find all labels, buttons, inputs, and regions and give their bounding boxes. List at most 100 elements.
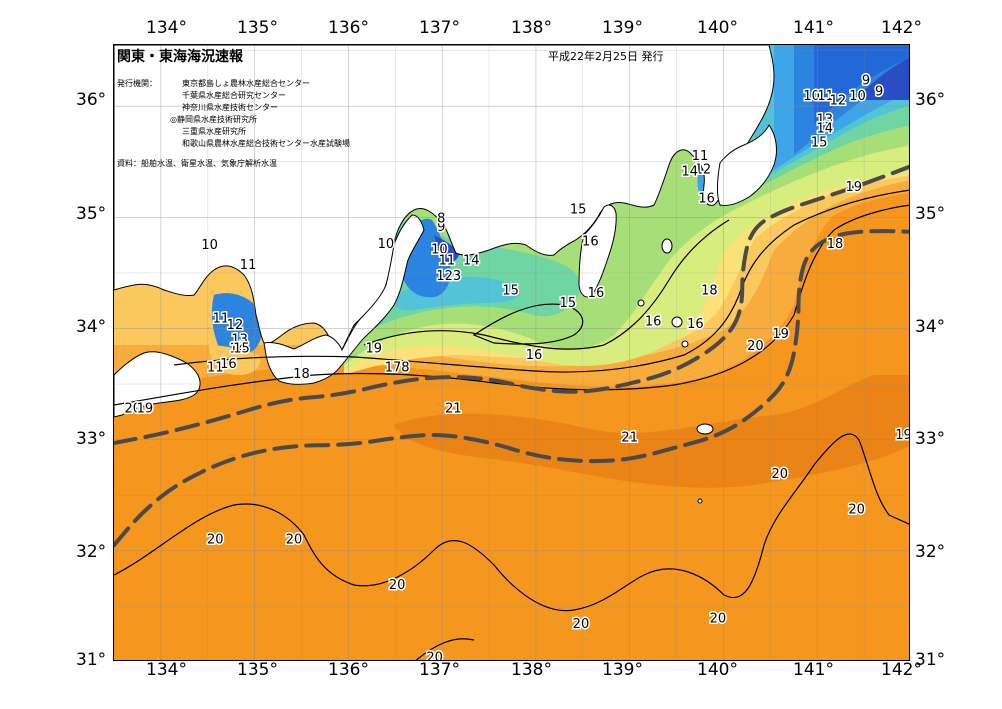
isotherm-label: 21: [445, 401, 462, 416]
isotherm-label: 20: [207, 533, 224, 548]
issue-date: 平成22年2月25日 発行: [548, 50, 664, 63]
isotherm-label: 19: [365, 341, 382, 356]
isotherm-label: 12: [695, 162, 712, 177]
island-oshima: [661, 238, 673, 254]
sst-band-21: [394, 375, 909, 488]
issuer-item: 神奈川県水産技術センター: [182, 103, 278, 112]
isotherm-label: 15: [233, 341, 250, 356]
sst-map: 9910111210131415111214161918151610109811…: [113, 44, 910, 661]
lat-label: 32°: [76, 542, 107, 562]
isotherm-label: 14: [463, 254, 480, 269]
lat-label: 35°: [76, 204, 107, 224]
issuer-item: 千葉県水産総合研究センター: [182, 91, 286, 100]
kii-channel: [209, 345, 261, 375]
isotherm-label: 10: [378, 237, 395, 252]
isotherm-label: 20: [389, 578, 406, 593]
sst-band-9: [854, 58, 909, 100]
ise-bay-inner: [434, 235, 459, 263]
isotherm-label: 8: [437, 211, 445, 226]
isotherm-label: 14: [229, 341, 246, 356]
lon-label: 137°: [419, 18, 460, 38]
isotherm-label: 20: [573, 617, 590, 632]
lon-label: 141°: [793, 18, 834, 38]
lat-axis-left: 36° 35° 34° 33° 32° 31°: [0, 0, 113, 709]
isotherm-label: 13: [816, 112, 833, 127]
isotherm-label: 16: [526, 348, 543, 363]
isotherm-label: 14: [816, 121, 833, 136]
lat-label: 31°: [915, 650, 946, 670]
osaka-bay: [211, 293, 263, 355]
isotherm-labels: 9910111210131415111214161918151610109811…: [123, 72, 910, 661]
lat-label: 36°: [915, 90, 946, 110]
isotherm-label: 16: [220, 357, 237, 372]
isotherm-label: 15: [570, 202, 587, 217]
land-kii: [263, 214, 425, 385]
isotherm-label: 10: [849, 89, 866, 104]
lon-label: 134°: [146, 18, 187, 38]
kuroshio-path-north: [114, 164, 909, 445]
island-aogashima: [697, 498, 703, 504]
isotherm-label: 19: [772, 327, 789, 342]
isotherm-label: 20: [848, 503, 865, 518]
sst-band-10: [814, 45, 909, 125]
isotherm-label: 20: [771, 467, 788, 482]
isotherm-label: 10: [803, 89, 820, 104]
lon-label: 142°: [881, 18, 922, 38]
isotherm-label: 9: [875, 85, 883, 100]
lat-label: 33°: [915, 429, 946, 449]
lon-label: 138°: [511, 660, 552, 680]
isotherm-label: 16: [582, 235, 599, 250]
isotherm-label: 20: [426, 650, 443, 661]
isotherm-label: 9: [862, 73, 870, 88]
isotherm-label: 16: [698, 191, 715, 206]
isotherm-label: 16: [645, 315, 662, 330]
isotherm-20b: [415, 638, 475, 660]
lon-label: 139°: [602, 18, 643, 38]
isotherm-15: [472, 303, 584, 345]
isotherm-label: 10: [201, 238, 218, 253]
issuer-item: ◎静岡県水産技術研究所: [170, 115, 257, 124]
isotherm-label: 20: [710, 612, 727, 627]
isotherm-label: 12: [830, 93, 847, 108]
kuroshio-axis: [114, 164, 909, 548]
isotherm-label: 14: [681, 165, 698, 180]
issuer-item: 和歌山県農林水産総合技術センター水産試験場: [182, 139, 350, 148]
map-title: 関東・東海海況速報: [117, 49, 243, 65]
isotherm-label: 21: [621, 430, 638, 445]
lon-label: 136°: [328, 18, 369, 38]
land-kanto: [114, 45, 775, 353]
lon-axis-top: 134° 135° 136° 137° 138° 139° 140° 141° …: [0, 0, 1002, 44]
isotherm-16: [363, 219, 730, 350]
isotherm-label: 10: [431, 242, 448, 257]
isotherm-label: 19: [895, 428, 910, 443]
isotherm-label: 15: [502, 284, 519, 299]
isotherm-label: 12: [227, 318, 244, 333]
data-source: 資料：船舶水温、衛星水温、気象庁解析水温: [117, 159, 277, 168]
isotherm-label: 19: [137, 401, 154, 416]
graticule: [114, 45, 909, 660]
island-miyakejima: [671, 316, 683, 328]
isotherm-label: 11: [817, 89, 834, 104]
lon-label: 142°: [881, 660, 922, 680]
lat-label: 33°: [76, 429, 107, 449]
lat-label: 35°: [915, 204, 946, 224]
lat-label: 34°: [915, 317, 946, 337]
lon-label: 140°: [697, 18, 738, 38]
isotherm-label: 11: [207, 360, 224, 375]
isotherm-label: 18: [293, 367, 310, 382]
isotherm-label: 19: [846, 180, 863, 195]
land-shikoku: [114, 351, 201, 418]
isotherm-label: 20: [124, 401, 141, 416]
lon-axis-bottom: 134° 135° 136° 137° 138° 139° 140° 141° …: [0, 660, 1002, 700]
lon-label: 137°: [419, 660, 460, 680]
lon-label: 140°: [697, 660, 738, 680]
island-niijima: [637, 299, 645, 307]
isotherm-label: 13: [231, 332, 248, 347]
lon-label: 139°: [602, 660, 643, 680]
lat-axis-right: 36° 35° 34° 33° 32° 31°: [910, 0, 1002, 709]
isotherm-label: 11: [240, 258, 257, 273]
lon-label: 138°: [511, 18, 552, 38]
lon-label: 134°: [146, 660, 187, 680]
isotherm-label: 15: [811, 136, 828, 151]
isotherm-label: 18: [827, 237, 844, 252]
